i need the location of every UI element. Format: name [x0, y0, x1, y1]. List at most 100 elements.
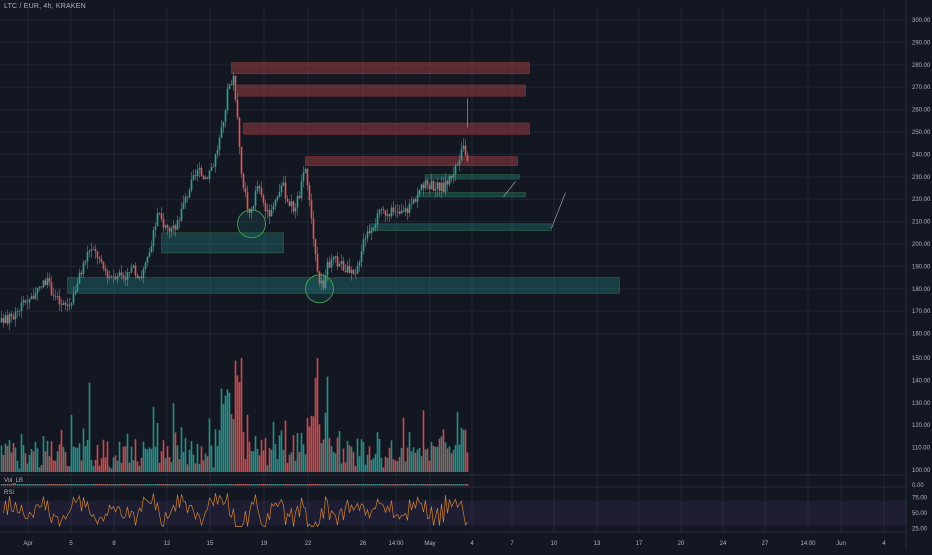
volume-bar-145: [290, 452, 293, 472]
volume-ma-40: [80, 484, 83, 486]
candle-body-150: [300, 181, 303, 198]
candle-body-164: [328, 261, 331, 268]
volume-bar-197: [394, 460, 397, 472]
volume-bar-84: [168, 457, 171, 472]
candle-body-20: [40, 286, 43, 288]
volume-ma-155: [310, 484, 313, 486]
candle-body-222: [444, 180, 447, 193]
volume-ma-218: [436, 484, 439, 486]
candle-body-83: [166, 225, 169, 228]
candle-body-203: [406, 208, 409, 213]
volume-bar-140: [280, 430, 283, 472]
candle-body-78: [156, 213, 159, 227]
volume-bar-170: [340, 463, 343, 472]
volume-bar-174: [348, 445, 351, 472]
candle-body-122: [244, 187, 247, 193]
volume-ma-133: [266, 484, 269, 486]
candle-body-7: [14, 311, 17, 320]
drawings: [237, 98, 566, 304]
candle-body-141: [282, 182, 285, 186]
volume-bar-80: [160, 451, 163, 472]
candle-body-110: [220, 127, 223, 138]
volume-ma-159: [318, 484, 321, 486]
candle-body-115: [230, 84, 233, 86]
rsi-polyline: [3, 493, 468, 528]
candle-body-68: [136, 275, 139, 279]
volume-bar-71: [142, 441, 145, 472]
volume-bar-46: [92, 466, 95, 472]
volume-bar-99: [198, 463, 201, 472]
volume-tick-0: 100.00: [912, 468, 931, 474]
grid-lines: [0, 0, 907, 550]
candle-body-146: [292, 201, 295, 212]
volume-ma-88: [176, 484, 179, 486]
candle-body-103: [206, 177, 209, 179]
candle-body-145: [290, 201, 293, 206]
candle-body-111: [222, 121, 225, 128]
support-zone-4: [425, 174, 520, 180]
volume-ma-65: [130, 484, 133, 486]
candle-body-65: [130, 267, 133, 273]
volume-bar-117: [234, 360, 237, 472]
candle-body-178: [356, 266, 359, 274]
candle-body-182: [364, 237, 367, 240]
volume-ma-151: [302, 484, 305, 486]
volume-bar-202: [404, 461, 407, 472]
volume-ma-111: [222, 484, 225, 486]
volume-ma-219: [438, 484, 441, 486]
time-tick-9: May: [424, 541, 435, 547]
price-tick-6: 220.00: [912, 197, 931, 203]
volume-ma-38: [76, 484, 79, 486]
volume-ma-215: [430, 484, 433, 486]
candle-body-63: [126, 271, 129, 280]
volume-ma-33: [66, 484, 69, 486]
volume-bar-43: [86, 439, 89, 472]
candle-body-143: [286, 198, 289, 202]
volume-bar-57: [114, 455, 117, 472]
candle-body-118: [236, 99, 239, 118]
candle-body-22: [44, 280, 47, 286]
time-tick-16: 24: [720, 541, 727, 547]
volume-ma-204: [408, 484, 411, 486]
volume-ma-16: [32, 484, 35, 486]
volume-bar-64: [128, 462, 131, 472]
volume-bar-171: [342, 448, 345, 472]
volume-ma-53: [106, 484, 109, 486]
candle-body-166: [332, 257, 335, 260]
candle-body-57: [114, 276, 117, 280]
volume-ma-190: [380, 484, 383, 486]
volume-ma-102: [204, 484, 207, 486]
volume-ma-19: [38, 484, 41, 486]
volume-ma-140: [280, 484, 283, 486]
volume-ma-193: [386, 484, 389, 486]
volume-ma-160: [320, 484, 323, 486]
volume-bar-139: [278, 435, 281, 472]
candle-body-69: [138, 276, 141, 279]
candle-body-61: [122, 275, 125, 278]
volume-ma-105: [210, 484, 213, 486]
candle-body-175: [350, 269, 353, 274]
volume-bar-88: [176, 445, 179, 472]
volume-ma-34: [68, 484, 71, 486]
candle-body-200: [400, 210, 403, 214]
candle-body-152: [304, 168, 307, 173]
volume-bar-160: [320, 443, 323, 472]
volume-ma-6: [12, 484, 15, 486]
candle-body-2: [4, 315, 7, 323]
volume-ma-57: [114, 484, 117, 486]
volume-ma-79: [158, 484, 161, 486]
candle-body-217: [434, 188, 437, 191]
candle-body-139: [278, 191, 281, 197]
candle-body-154: [308, 185, 311, 201]
volume-ma-82: [164, 484, 167, 486]
volume-bar-97: [194, 463, 197, 472]
candle-body-50: [100, 259, 103, 262]
candle-body-11: [22, 300, 25, 303]
candle-body-79: [158, 213, 161, 214]
volume-ma-138: [276, 484, 279, 486]
candle-body-194: [388, 214, 391, 217]
volume-bar-45: [90, 460, 93, 472]
candle-body-38: [76, 283, 79, 292]
